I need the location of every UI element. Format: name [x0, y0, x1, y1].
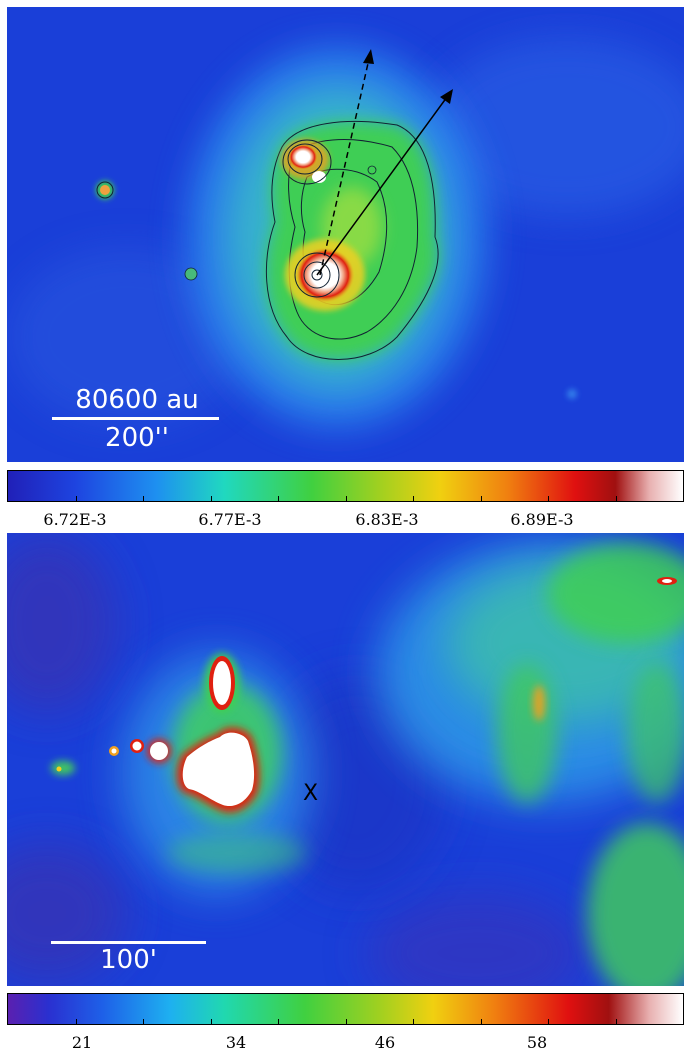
top-emission-map	[7, 7, 684, 462]
scale-bar-line	[52, 417, 219, 420]
top-colorbar-tick-1: 6.72E-3	[43, 510, 107, 529]
scale-bar-upper-label: 80600 au	[75, 385, 199, 415]
top-colorbar-tick-3: 6.83E-3	[355, 510, 419, 529]
bottom-colorbar-tick-2: 34	[225, 1033, 247, 1052]
bottom-colorbar-tick-1: 21	[71, 1033, 93, 1052]
bottom-colorbar-tick-4: 58	[526, 1033, 548, 1052]
bottom-scale-bar-line	[51, 941, 206, 944]
bottom-image-panel: X 100'	[7, 533, 684, 986]
top-colorbar	[7, 470, 684, 502]
position-marker: X	[303, 781, 319, 806]
scale-bar-lower-label: 200''	[105, 423, 169, 453]
top-colorbar-tick-4: 6.89E-3	[510, 510, 574, 529]
outflow-arrow-solid	[316, 96, 448, 276]
top-colorbar-tick-2: 6.77E-3	[198, 510, 262, 529]
bottom-colorbar	[7, 993, 684, 1025]
top-image-panel: 80600 au 200''	[7, 7, 684, 462]
bottom-scale-bar-label: 100'	[100, 945, 157, 975]
bottom-colorbar-tick-3: 46	[374, 1033, 396, 1052]
outflow-arrow-dashed	[319, 58, 370, 276]
bottom-emission-map	[7, 533, 684, 986]
